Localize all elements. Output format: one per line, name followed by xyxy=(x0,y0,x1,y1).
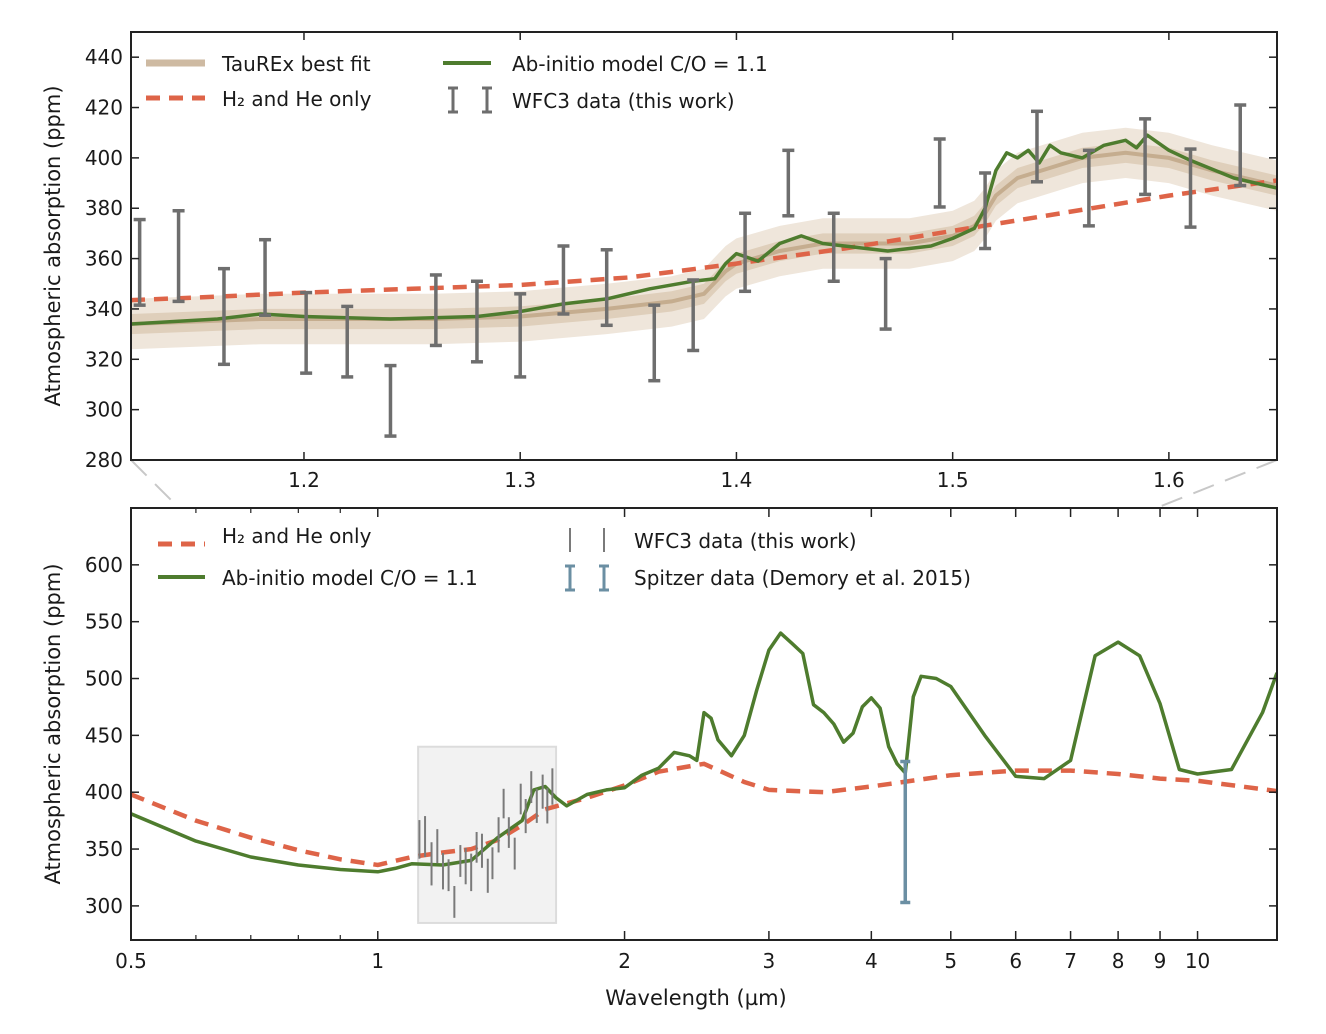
top-y-axis-label: Atmospheric absorption (ppm) xyxy=(41,85,65,406)
bottom-x-axis-label: Wavelength (µm) xyxy=(605,986,786,1010)
legend-label-abinitio: Ab-initio model C/O = 1.1 xyxy=(512,52,768,76)
bottom-x-tick-label: 8 xyxy=(1112,949,1125,973)
wfc3-errorbar xyxy=(1082,148,1095,228)
wfc3-errorbar xyxy=(172,209,185,304)
top-panel: 280 300 320 340 360 380 400 420 440 1.2 1.3 1.4 1.5 1… xyxy=(41,31,1278,492)
wfc3-errorbar xyxy=(470,279,483,364)
ab-initio-model-line xyxy=(131,631,1277,874)
wfc3-errorbar xyxy=(557,244,570,316)
wfc3-errorbar xyxy=(429,273,442,348)
bottom-x-tick-label: 9 xyxy=(1154,949,1167,973)
wfc3-errorbar xyxy=(217,266,230,367)
top-legend: TauREx best fit H₂ and He only Ab-initio… xyxy=(146,52,768,114)
wfc3-errorbar xyxy=(133,217,146,307)
bottom-x-tick-label: 5 xyxy=(944,949,957,973)
top-x-tick-label: 1.5 xyxy=(937,468,969,492)
top-y-tick-label: 420 xyxy=(85,96,123,120)
bottom-y-tick-label: 600 xyxy=(85,553,123,577)
legend-swatch-spitzer xyxy=(565,564,609,592)
bottom-x-tick-label: 1 xyxy=(371,949,384,973)
bottom-x-tick-label: 3 xyxy=(763,949,776,973)
top-y-tick-label: 360 xyxy=(85,247,123,271)
bottom-y-axis-label: Atmospheric absorption (ppm) xyxy=(41,563,65,884)
wfc3-errorbar xyxy=(384,363,397,438)
bottom-y-tick-label: 550 xyxy=(85,610,123,634)
bottom-x-tick-label: 6 xyxy=(1009,949,1022,973)
top-axes: 280 300 320 340 360 380 400 420 440 1.2 1.3 1.4 1.5 1… xyxy=(85,32,1277,492)
bottom-panel: 300 350 400 450 500 550 600 0.5 1 2 3 4 5 6 7 8 9 10 Atmo… xyxy=(41,507,1278,1010)
legend-label-h2he: H₂ and He only xyxy=(222,87,372,111)
wfc3-errorbar xyxy=(1234,103,1247,188)
bottom-plot-frame xyxy=(130,507,1278,941)
ab-initio-model-line xyxy=(131,133,1277,326)
top-x-tick-label: 1.2 xyxy=(288,468,320,492)
legend-label-abinitio: Ab-initio model C/O = 1.1 xyxy=(222,566,478,590)
top-y-tick-label: 300 xyxy=(85,398,123,422)
top-y-tick-label: 380 xyxy=(85,196,123,220)
bottom-y-tick-label: 350 xyxy=(85,837,123,861)
legend-label-wfc3: WFC3 data (this work) xyxy=(512,89,735,113)
top-x-tick-label: 1.6 xyxy=(1153,468,1185,492)
legend-label-taurex: TauREx best fit xyxy=(221,52,371,76)
wfc3-errorbar xyxy=(648,303,661,383)
top-plot-area xyxy=(131,32,1277,460)
legend-swatch-wfc3 xyxy=(569,528,605,552)
legend-label-h2he: H₂ and He only xyxy=(222,524,372,548)
top-y-tick-label: 440 xyxy=(85,45,123,69)
top-plot-content xyxy=(131,103,1277,438)
bottom-y-tick-label: 500 xyxy=(85,667,123,691)
wfc3-errorbar xyxy=(1184,147,1197,229)
wfc3-errorbar xyxy=(1030,109,1043,184)
wfc3-errorbar xyxy=(739,211,752,294)
top-x-tick-label: 1.4 xyxy=(721,468,753,492)
bottom-x-tick-label: 7 xyxy=(1064,949,1077,973)
top-y-tick-label: 320 xyxy=(85,347,123,371)
wfc3-errorbar xyxy=(341,304,354,379)
bottom-axes: 300 350 400 450 500 550 600 0.5 1 2 3 4 5 6 7 8 9 10 xyxy=(85,508,1277,973)
wfc3-errorbar xyxy=(600,248,613,328)
spitzer-errorbar xyxy=(900,759,911,905)
bottom-x-tick-label: 2 xyxy=(618,949,631,973)
bottom-x-tick-label: 10 xyxy=(1185,949,1210,973)
wfc3-errorbar xyxy=(933,137,946,209)
top-y-tick-label: 280 xyxy=(85,448,123,472)
h2-he-only-line xyxy=(131,761,1277,868)
top-plot-frame xyxy=(130,31,1278,461)
wfc3-errorbar xyxy=(979,171,992,251)
bottom-plot-content xyxy=(131,631,1277,924)
top-x-tick-label: 1.3 xyxy=(504,468,536,492)
bottom-y-tick-label: 450 xyxy=(85,723,123,747)
legend-swatch-wfc3 xyxy=(448,86,492,114)
bottom-y-tick-label: 400 xyxy=(85,780,123,804)
wfc3-errorbar xyxy=(1139,117,1152,197)
h2-he-only-line xyxy=(131,178,1277,303)
wfc3-errorbar xyxy=(259,237,272,317)
wfc3-errorbar xyxy=(687,278,700,353)
wfc3-errorbar xyxy=(879,256,892,331)
legend-label-spitzer: Spitzer data (Demory et al. 2015) xyxy=(634,566,971,590)
bottom-x-tick-label: 0.5 xyxy=(115,949,147,973)
bottom-y-tick-label: 300 xyxy=(85,894,123,918)
wfc3-errorbar xyxy=(300,290,313,375)
bottom-x-tick-label: 4 xyxy=(865,949,878,973)
wfc3-errorbar xyxy=(514,292,527,379)
legend-label-wfc3: WFC3 data (this work) xyxy=(634,529,857,553)
wfc3-errorbar xyxy=(782,148,795,218)
top-y-tick-label: 340 xyxy=(85,297,123,321)
zoom-region-box xyxy=(417,745,558,924)
bottom-legend: H₂ and He only Ab-initio model C/O = 1.1… xyxy=(158,524,971,592)
wfc3-errorbar xyxy=(827,211,840,283)
top-y-tick-label: 400 xyxy=(85,146,123,170)
